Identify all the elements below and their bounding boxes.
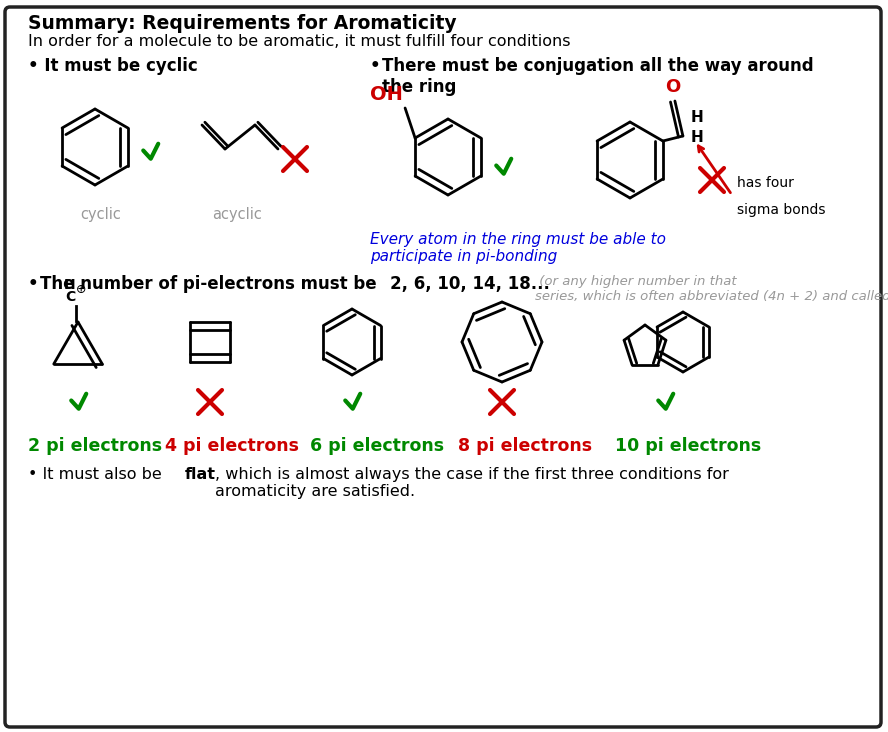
- Text: O: O: [665, 78, 680, 96]
- Text: 10 pi electrons: 10 pi electrons: [615, 437, 761, 455]
- Text: 2 pi electrons: 2 pi electrons: [28, 437, 163, 455]
- Text: There must be conjugation all the way around
the ring: There must be conjugation all the way ar…: [382, 57, 813, 96]
- Text: cyclic: cyclic: [80, 207, 121, 222]
- Text: acyclic: acyclic: [212, 207, 262, 222]
- Text: • It must also be: • It must also be: [28, 467, 167, 482]
- Text: 8 pi electrons: 8 pi electrons: [458, 437, 592, 455]
- Text: , which is almost always the case if the first three conditions for
aromaticity : , which is almost always the case if the…: [215, 467, 729, 499]
- Text: has four: has four: [737, 176, 794, 190]
- Text: • It must be cyclic: • It must be cyclic: [28, 57, 198, 75]
- Text: (or any higher number in that
series, which is often abbreviated (4n + 2) and ca: (or any higher number in that series, wh…: [535, 275, 888, 303]
- Text: C: C: [65, 290, 75, 304]
- Text: ⊕: ⊕: [75, 283, 86, 296]
- FancyBboxPatch shape: [5, 7, 881, 727]
- Text: •: •: [370, 57, 386, 75]
- Text: •: •: [28, 275, 44, 293]
- Text: H: H: [691, 111, 703, 125]
- Text: 2, 6, 10, 14, 18...: 2, 6, 10, 14, 18...: [390, 275, 550, 293]
- Text: The number of pi-electrons must be: The number of pi-electrons must be: [40, 275, 388, 293]
- Text: sigma bonds: sigma bonds: [737, 203, 826, 217]
- Text: OH: OH: [370, 85, 403, 104]
- Text: In order for a molecule to be aromatic, it must fulfill four conditions: In order for a molecule to be aromatic, …: [28, 34, 570, 49]
- Text: H: H: [64, 278, 75, 292]
- Text: Summary: Requirements for Aromaticity: Summary: Requirements for Aromaticity: [28, 14, 456, 33]
- Text: 6 pi electrons: 6 pi electrons: [310, 437, 444, 455]
- Text: 4 pi electrons: 4 pi electrons: [165, 437, 299, 455]
- Text: H: H: [691, 130, 703, 146]
- Text: flat: flat: [185, 467, 216, 482]
- Text: Every atom in the ring must be able to
participate in pi-bonding: Every atom in the ring must be able to p…: [370, 232, 666, 264]
